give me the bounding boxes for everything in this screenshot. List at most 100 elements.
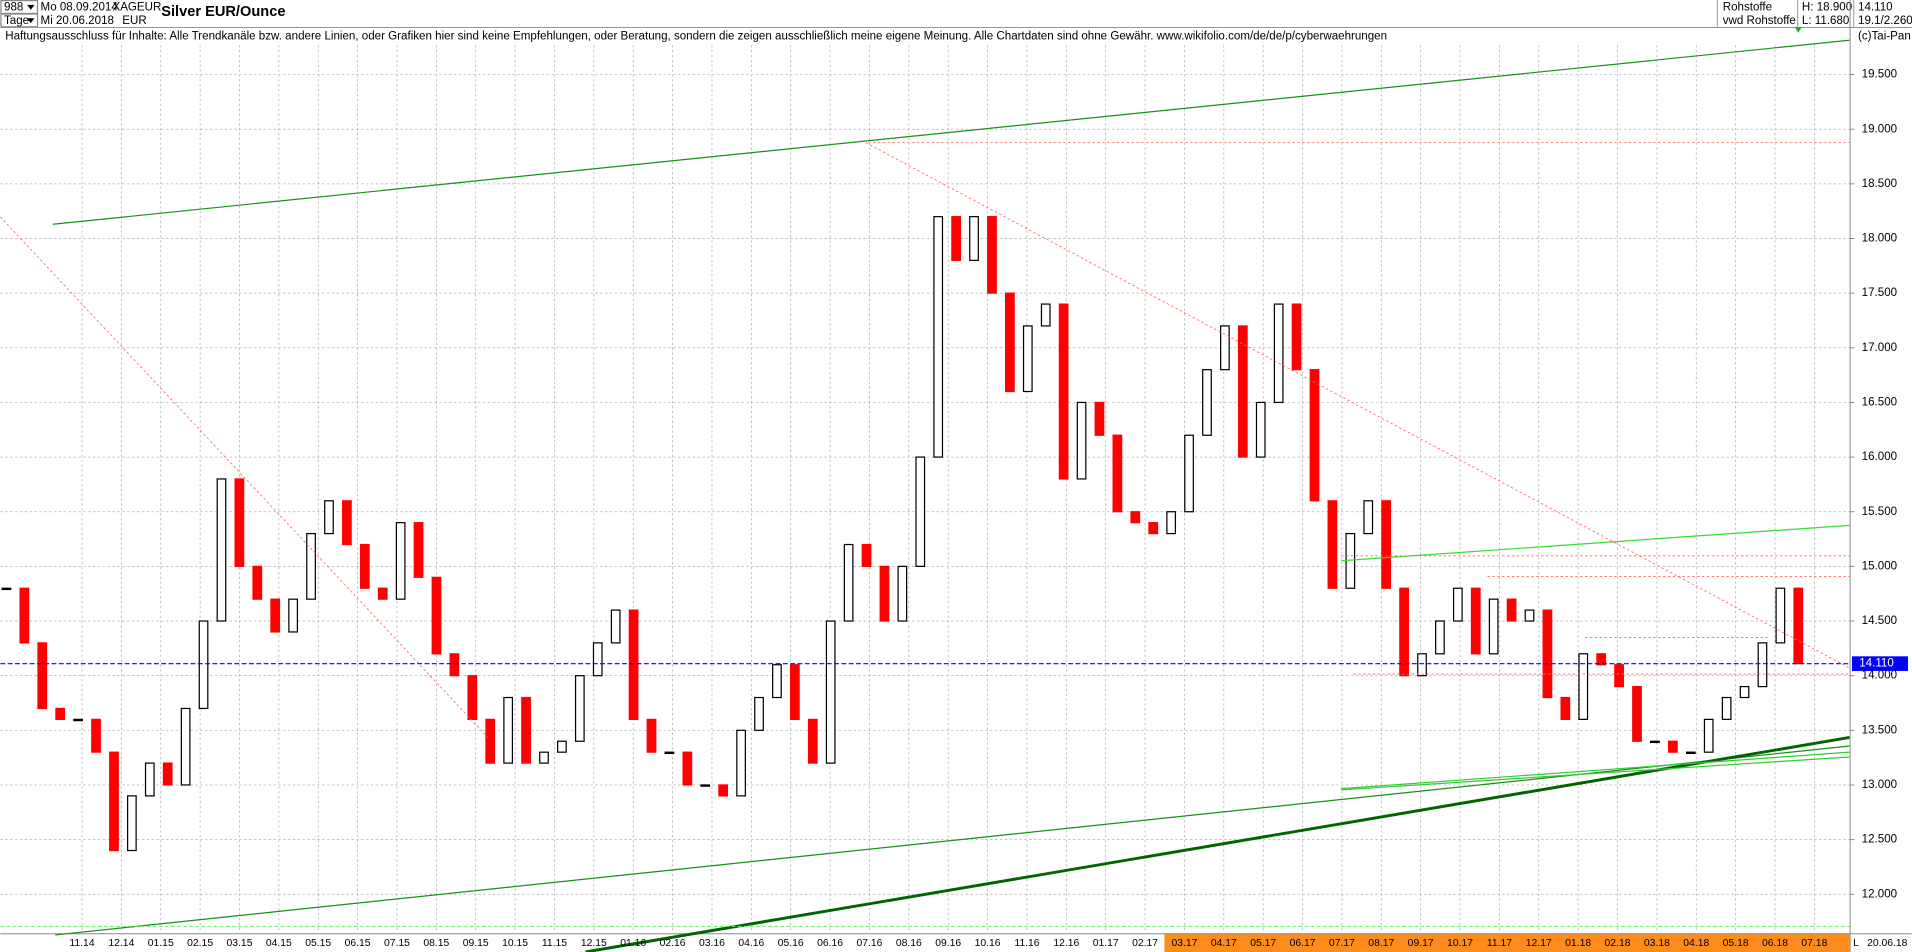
candle [1757,642,1768,688]
trend-line [0,216,489,738]
x-tick-label: 01.17 [1093,938,1119,949]
x-tick-label: 02.15 [187,938,213,949]
ratio: 19.1/2.260 [1858,15,1912,27]
grid [0,45,1855,933]
x-tick-label: 08.15 [423,938,449,949]
candle [252,565,263,600]
x-tick-label: 04.16 [738,938,764,949]
candle [1005,292,1015,393]
count[interactable]: 988 [4,1,23,13]
dropdown-arrow[interactable] [27,4,35,10]
last-price-box [1851,656,1908,671]
x-tick-label: 01.16 [620,938,646,949]
candle [1399,587,1409,677]
candle [1363,500,1374,535]
candle [1273,303,1284,404]
candle [342,500,352,546]
y-tick-label: 19.500 [1862,69,1897,81]
candle [216,478,227,622]
candle [1220,325,1230,371]
currency: EUR [122,15,146,27]
candle [1578,653,1589,720]
candle [395,522,406,600]
candle [1345,532,1356,589]
candle [126,795,137,852]
candle [592,642,603,677]
period-box[interactable] [0,13,39,28]
y-tick-label: 16.000 [1862,451,1897,463]
dropdown-arrow[interactable] [27,18,35,24]
period[interactable]: Tage [4,15,29,27]
candle [1721,696,1732,720]
candle [521,696,531,764]
candle [359,543,370,589]
x-tick-label: 10.17 [1447,938,1473,949]
candle [1022,325,1033,393]
candle [1237,325,1248,458]
high: H: 18.900 [1802,1,1852,13]
candle [1685,751,1696,754]
group: Rohstoffe [1723,1,1772,13]
x-tick-label: 02.18 [1605,938,1631,949]
candle [574,675,585,742]
candle [449,653,460,677]
candle [1703,718,1714,753]
x-tick-label: 07.18 [1801,938,1827,949]
candle [1542,609,1553,699]
x-tick-label: 12.14 [108,938,134,949]
candle [324,500,334,535]
candle [467,675,478,720]
candle [664,751,675,754]
candle [807,718,818,764]
x-tick-label: 09.15 [463,938,489,949]
candle [431,576,442,655]
y-tick-label: 15.500 [1862,506,1897,518]
disclaimer: Haftungsausschluss für Inhalte: Alle Tre… [5,31,1387,43]
x-last-date: 20.06.18 [1867,938,1908,949]
last-price-label: 14.110 [1859,658,1894,670]
candle [1452,587,1463,622]
candle [503,696,514,764]
candle [109,751,119,852]
date-to: Mi 20.06.2018 [41,15,114,27]
candle [861,543,872,567]
x-tick-label: 12.16 [1053,938,1079,949]
x-tick-label: 07.15 [384,938,410,949]
candle [1255,401,1266,458]
candle [1506,598,1517,622]
x-tick-label: 03.18 [1644,938,1670,949]
candle [969,216,979,261]
x-tick-label: 06.18 [1762,938,1788,949]
candle [198,620,209,710]
candle [91,718,101,753]
candle [897,565,908,622]
candle [1596,653,1607,666]
x-tick-label: 11.16 [1014,938,1039,949]
x-tick-label: 12.17 [1526,938,1552,949]
candle [933,216,944,458]
x-tick-label: 11.14 [69,938,94,949]
candle [288,598,299,633]
x-tick-label: 12.15 [581,938,607,949]
source: vwd Rohstoffe [1723,15,1796,27]
candle [1291,303,1302,371]
candle [1202,369,1212,436]
scale-mode: L [1853,938,1859,949]
candle [825,620,836,764]
x-tick-label: 10.15 [502,938,528,949]
candle [306,532,316,600]
candle [1793,587,1804,665]
y-tick-label: 15.000 [1862,560,1897,572]
x-tick-label: 07.17 [1329,938,1355,949]
candle [1112,434,1123,513]
last-price: 14.110 [1858,1,1893,13]
trend-line [1341,524,1850,562]
marker [1794,26,1802,33]
candle [1417,653,1427,677]
trend-line [52,39,1850,225]
candle [1470,587,1481,655]
candle [987,216,997,294]
y-tick-label: 18.000 [1862,233,1897,245]
candle [55,707,66,720]
